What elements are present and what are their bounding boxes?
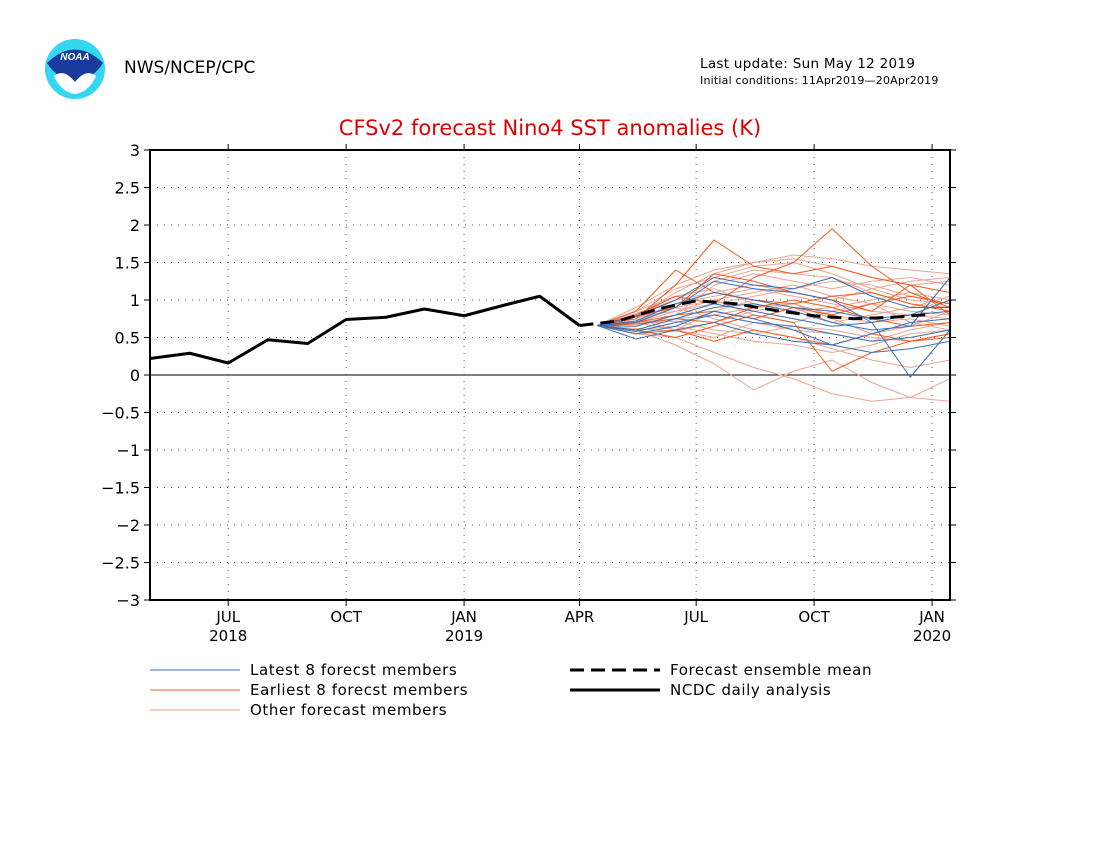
y-tick-label: 0 <box>130 366 140 385</box>
y-tick-label: −2 <box>116 516 140 535</box>
y-tick-label: −0.5 <box>101 404 140 423</box>
legend-label-mean: Forecast ensemble mean <box>670 661 872 679</box>
y-tick-label: −3 <box>116 591 140 610</box>
x-tick-label: JUL <box>215 608 240 626</box>
forecast-member-other <box>597 325 951 402</box>
y-tick-label: 2.5 <box>115 179 140 198</box>
legend-label-analysis: NCDC daily analysis <box>670 681 831 699</box>
forecast-member-latest <box>597 277 950 326</box>
header-info: Last update: Sun May 12 2019 Initial con… <box>700 56 939 87</box>
legend: Latest 8 forecst members Earliest 8 forec… <box>150 661 872 719</box>
main-lines <box>149 294 933 365</box>
y-tick-label: 3 <box>130 141 140 160</box>
x-year-label: 2019 <box>445 627 483 645</box>
x-tick-label: OCT <box>330 608 362 626</box>
forecast-member-latest <box>597 314 951 342</box>
x-year-label: 2020 <box>913 627 951 645</box>
legend-label-latest: Latest 8 forecst members <box>250 661 457 679</box>
forecast-member-other <box>597 277 951 326</box>
forecast-member-earliest <box>597 228 951 326</box>
forecast-member-latest <box>597 280 951 378</box>
ncdc-analysis-line <box>149 294 581 365</box>
logo-text: NOAA <box>60 52 89 63</box>
legend-label-earliest: Earliest 8 forecst members <box>250 681 468 699</box>
y-tick-label: 0.5 <box>115 329 140 348</box>
forecast-member-earliest <box>597 295 951 326</box>
x-year-label: 2018 <box>209 627 247 645</box>
ensemble-mean-line <box>579 299 933 327</box>
x-tick-label: JAN <box>450 608 477 626</box>
y-tick-label: 2 <box>130 216 140 235</box>
forecast-member-earliest <box>597 325 951 346</box>
forecast-member-earliest <box>597 314 951 372</box>
y-tick-label: −2.5 <box>101 554 140 573</box>
forecast-member-other <box>597 254 951 326</box>
chart-title: CFSv2 forecast Nino4 SST anomalies (K) <box>339 116 761 140</box>
legend-label-other: Other forecast members <box>250 701 447 719</box>
forecast-member-other <box>597 262 951 326</box>
initial-conditions: Initial conditions: 11Apr2019—20Apr2019 <box>700 74 939 87</box>
grid <box>150 150 950 600</box>
last-update: Last update: Sun May 12 2019 <box>700 56 916 72</box>
y-tick-label: −1 <box>116 441 140 460</box>
forecast-member-other <box>597 280 951 326</box>
x-tick-label: JAN <box>918 608 945 626</box>
x-tick-label: APR <box>565 608 595 626</box>
noaa-logo: NOAA <box>45 39 105 99</box>
x-tick-label: OCT <box>798 608 830 626</box>
axes: 32.521.510.50−0.5−1−1.5−2−2.5−3JUL2018OC… <box>101 141 956 645</box>
forecast-member-latest <box>597 277 951 331</box>
y-tick-label: −1.5 <box>101 479 140 498</box>
y-tick-label: 1.5 <box>115 254 140 273</box>
y-tick-label: 1 <box>130 291 140 310</box>
forecast-members <box>597 228 951 402</box>
agency-label: NWS/NCEP/CPC <box>124 58 256 78</box>
forecast-member-other <box>597 325 951 402</box>
x-tick-label: JUL <box>683 608 708 626</box>
